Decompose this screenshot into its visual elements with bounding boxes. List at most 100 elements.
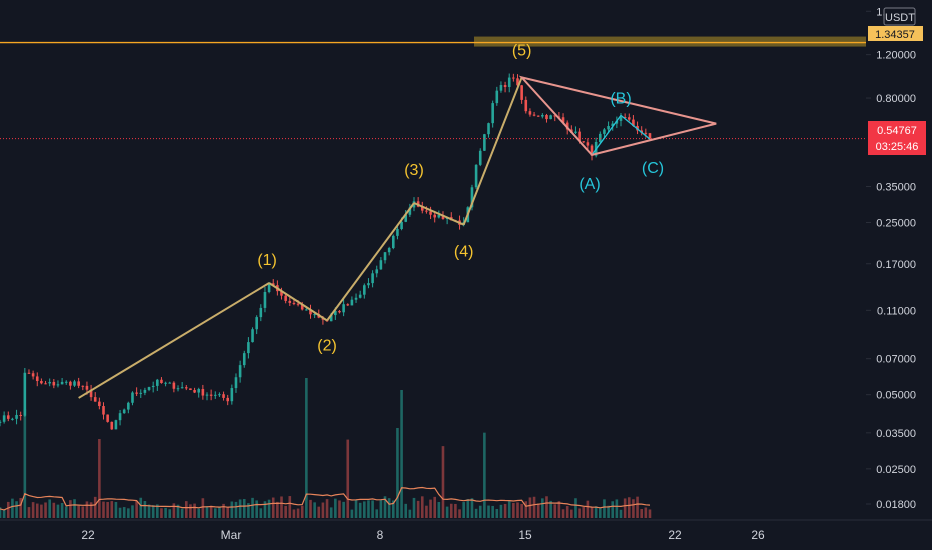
candle-body: [201, 389, 205, 396]
currency-label: USDT: [885, 12, 915, 24]
candle-body: [433, 214, 436, 218]
resistance-price-label: 1.34357: [875, 29, 915, 41]
volume-bar: [449, 503, 453, 518]
volume-bar: [48, 499, 51, 518]
volume-bar: [98, 439, 101, 518]
volume-bar: [189, 504, 192, 518]
volume-bar: [383, 496, 387, 518]
candle-body: [528, 111, 532, 115]
impulse-wave-segment: [268, 282, 328, 322]
candle-body: [288, 300, 292, 303]
candle-body: [218, 394, 221, 396]
volume-bar: [321, 502, 325, 518]
candle-body: [474, 164, 478, 188]
candle-body: [296, 303, 300, 305]
volume-bar: [487, 505, 490, 518]
candle-body: [387, 248, 391, 253]
volume-bar: [429, 499, 432, 518]
candle-body: [27, 372, 31, 374]
volume-bar: [292, 509, 296, 518]
candle-body: [342, 304, 345, 313]
volume-bar: [532, 496, 536, 518]
candle-body: [23, 372, 27, 416]
candle-body: [242, 353, 246, 366]
candle-body: [127, 402, 130, 410]
currency-badge: USDT: [883, 7, 916, 26]
current-price-label: 0.54767: [877, 125, 917, 137]
volume-bar: [127, 508, 130, 518]
volume-bar: [623, 498, 627, 518]
volume-bar: [454, 503, 457, 518]
candle-body: [396, 228, 399, 236]
time-tick-label: 26: [751, 528, 765, 542]
volume-bar: [238, 499, 242, 518]
candle-body: [44, 383, 47, 385]
candle-body: [56, 384, 60, 386]
price-tick-label: 0.25000: [876, 217, 916, 229]
candle-body: [520, 85, 523, 100]
candle-body: [495, 90, 499, 104]
volume-bar: [201, 498, 205, 518]
price-axis[interactable]: 1.800001.200000.800000.350000.250000.170…: [866, 6, 916, 511]
volume-bar: [230, 501, 234, 518]
impulse-wave-segment: [78, 282, 270, 399]
volume-bar: [139, 497, 143, 518]
volume-bar: [412, 497, 416, 518]
candle-body: [574, 131, 577, 133]
candle-body: [234, 377, 238, 389]
volume-bar: [234, 501, 238, 518]
candle-body: [313, 314, 316, 316]
time-tick-label: 15: [518, 528, 532, 542]
candle-body: [338, 310, 341, 313]
volume-bar: [632, 499, 635, 518]
volume-bar: [193, 503, 196, 518]
price-tick-label: 0.35000: [876, 181, 916, 193]
candle-body: [607, 126, 610, 130]
volume-bar: [77, 505, 80, 518]
candle-body: [11, 418, 14, 420]
volume-bar: [590, 506, 594, 518]
candle-body: [0, 421, 2, 423]
candle-body: [350, 299, 354, 306]
volume-bar: [296, 508, 300, 518]
candle-body: [358, 294, 362, 298]
volume-bar: [594, 506, 598, 518]
volume-bar: [507, 501, 511, 518]
candle-body: [172, 382, 176, 389]
candle-body: [379, 260, 383, 270]
candle-body: [524, 99, 528, 112]
price-tick-label: 0.03500: [876, 428, 916, 440]
volume-bar: [586, 500, 590, 518]
volume-bar: [416, 500, 420, 518]
candle-body: [429, 211, 432, 215]
candle-body: [478, 150, 482, 165]
candle-body: [185, 387, 188, 389]
candle-body: [507, 77, 511, 88]
impulse-wave-label: (2): [317, 338, 337, 355]
price-tick-label: 0.01800: [876, 499, 916, 511]
volume-bar: [379, 500, 383, 518]
candle-body: [35, 376, 39, 382]
volume-bar: [466, 499, 470, 518]
volume-bar: [367, 500, 370, 518]
time-axis[interactable]: 22 Mar 8 15 22 26: [81, 528, 765, 542]
candle-body: [553, 115, 557, 117]
candle-body: [441, 214, 445, 219]
candle-body: [110, 421, 114, 430]
candle-body: [512, 77, 515, 79]
time-tick-label: 22: [81, 528, 95, 542]
candle-body: [532, 114, 536, 116]
candle-body: [209, 394, 213, 396]
candle-body: [222, 394, 225, 398]
candle-body: [156, 379, 159, 386]
volume-bar: [483, 432, 486, 518]
candle-body: [404, 214, 408, 222]
elliott-wave-overlay: [0, 36, 866, 399]
candle-body: [437, 214, 441, 218]
volume-bar: [565, 505, 569, 518]
volume-bar: [499, 504, 503, 518]
candle-body: [89, 389, 93, 398]
price-tick-label: 0.05000: [876, 390, 916, 402]
candle-body: [425, 210, 428, 212]
